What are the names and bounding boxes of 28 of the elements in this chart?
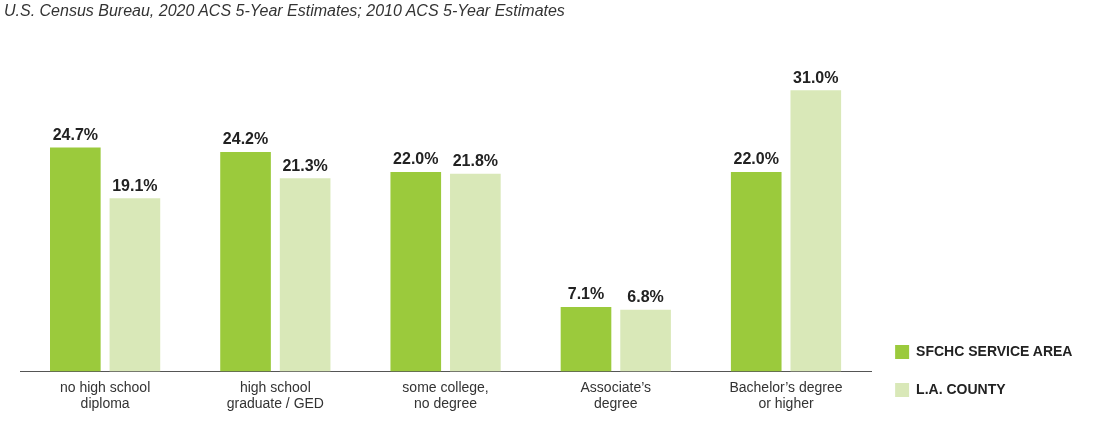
data-label: 19.1% — [112, 176, 158, 194]
data-label: 24.2% — [222, 130, 269, 148]
legend-label: L.A. COUNTY — [916, 380, 1007, 397]
data-label: 7.1% — [567, 285, 605, 303]
bar — [390, 171, 442, 372]
legend-label: SFCHC SERVICE AREA — [916, 342, 1073, 359]
data-label: 24.7% — [52, 125, 99, 143]
data-label: 21.3% — [282, 156, 328, 174]
bar — [50, 147, 101, 372]
text: U.S. Census Bureau, 2020 ACS 5-Year Estimates; 2010 ACS 5-Year Estimates — [3, 1, 566, 21]
data-label: 22.0% — [733, 150, 779, 168]
x-tick-label: high school graduate / GED — [226, 378, 324, 412]
x-tick-label: some college, no degree — [402, 378, 489, 412]
x-tick-label: Associate’s degree — [580, 378, 652, 412]
bar — [730, 171, 782, 372]
data-label: 6.8% — [627, 288, 664, 306]
bar — [109, 198, 161, 372]
data-label: 22.0% — [393, 150, 439, 168]
bar — [560, 307, 612, 372]
x-tick-label: no high school diploma — [59, 378, 151, 412]
bar — [620, 309, 671, 372]
bar — [279, 178, 331, 372]
bar — [450, 173, 501, 372]
data-label: 21.8% — [452, 152, 499, 170]
bar — [790, 90, 842, 372]
bar — [220, 151, 271, 372]
x-tick-label: Bachelor’s degree or higher — [729, 378, 843, 412]
data-label: 31.0% — [793, 68, 839, 86]
